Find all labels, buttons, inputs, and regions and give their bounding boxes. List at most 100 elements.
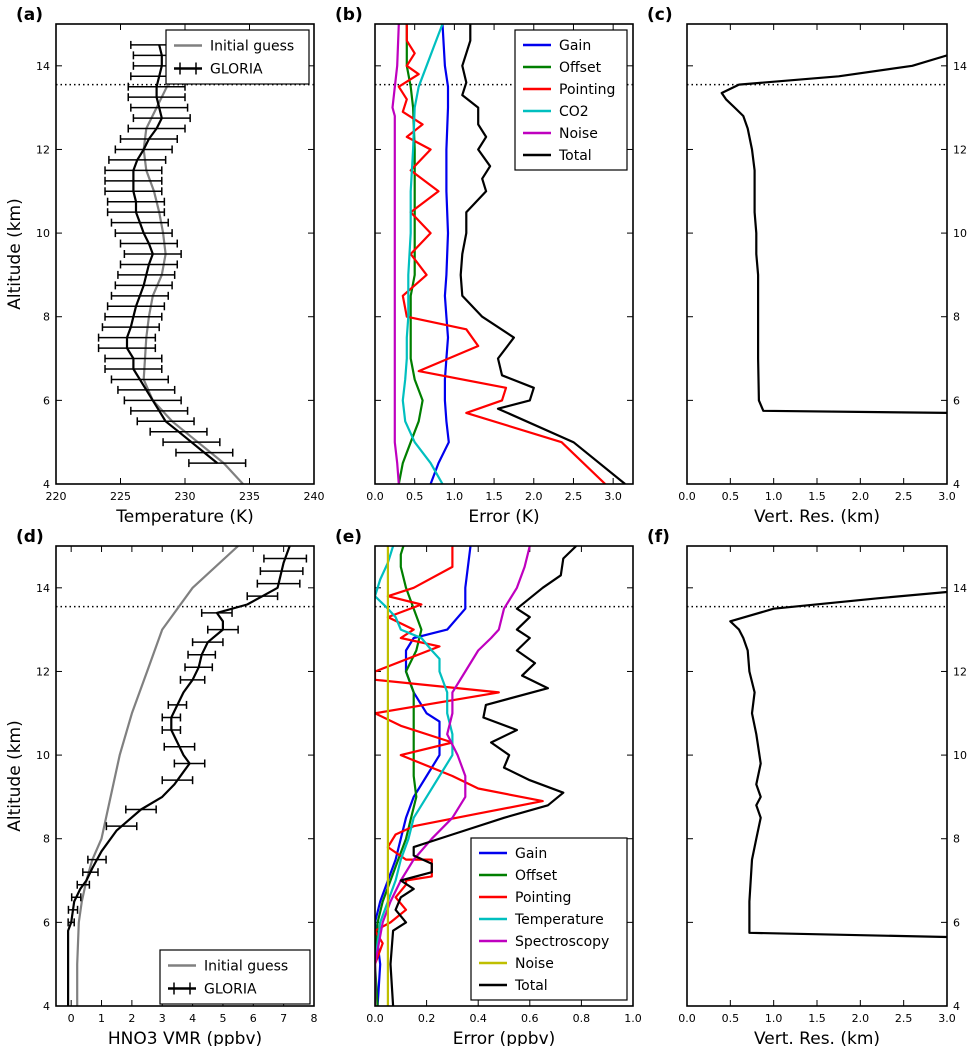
x-axis-label: HNO3 VMR (ppbv) bbox=[108, 1029, 262, 1046]
x-tick-label: 3.0 bbox=[938, 1012, 956, 1025]
x-tick-label: 1.0 bbox=[624, 1012, 642, 1025]
x-tick-label: 2.0 bbox=[852, 490, 870, 503]
x-tick-label: 0 bbox=[68, 1012, 75, 1025]
axes-frame bbox=[55, 23, 315, 485]
x-tick-label: 2.5 bbox=[565, 490, 583, 503]
x-tick-label: 2.0 bbox=[852, 1012, 870, 1025]
x-tick-label: 225 bbox=[110, 490, 131, 503]
panel-1: (b) 0.0 0.5 1.0 1.5 2.0 2.5 3.0 Error (K) Gain Off… bbox=[335, 5, 634, 527]
legend-label: Pointing bbox=[559, 82, 615, 98]
x-tick-label: 3.0 bbox=[604, 490, 622, 503]
plot-area bbox=[375, 546, 633, 1006]
legend-box bbox=[514, 29, 628, 171]
axes-frame bbox=[374, 545, 634, 1007]
y-tick-label: 12 bbox=[36, 143, 50, 156]
x-tick-label: 0.0 bbox=[678, 490, 696, 503]
y-tick-label: 10 bbox=[953, 227, 967, 240]
y-tick-label: 4 bbox=[953, 478, 960, 491]
x-tick-label: 0.0 bbox=[366, 490, 384, 503]
x-axis-label: Vert. Res. (km) bbox=[754, 1029, 880, 1046]
axes-frame bbox=[686, 545, 948, 1007]
x-tick-label: 2.5 bbox=[895, 1012, 913, 1025]
x-tick-label: 235 bbox=[239, 490, 260, 503]
x-tick-label: 1.5 bbox=[808, 490, 826, 503]
x-tick-label: 2 bbox=[128, 1012, 135, 1025]
axes-frame bbox=[55, 545, 315, 1007]
x-tick-label: 6 bbox=[250, 1012, 257, 1025]
series-line-noise bbox=[391, 24, 400, 484]
x-axis-label: Vert. Res. (km) bbox=[754, 507, 880, 527]
plot-area bbox=[687, 54, 947, 414]
legend: Gain Offset Pointing CO2 Noise Total bbox=[514, 29, 628, 171]
y-tick-label: 8 bbox=[43, 311, 50, 324]
y-tick-label: 10 bbox=[36, 227, 50, 240]
legend-box bbox=[159, 949, 311, 1005]
x-tick-label: 0.5 bbox=[722, 490, 740, 503]
y-tick-label: 12 bbox=[36, 665, 50, 678]
legend-label: Noise bbox=[559, 126, 598, 142]
x-tick-label: 0.2 bbox=[418, 1012, 436, 1025]
series-line-resolution bbox=[720, 54, 947, 414]
x-tick-label: 1 bbox=[98, 1012, 105, 1025]
x-tick-label: 0.6 bbox=[521, 1012, 539, 1025]
legend-label: Noise bbox=[515, 956, 554, 972]
legend-label: Spectroscopy bbox=[515, 934, 609, 950]
x-tick-label: 7 bbox=[280, 1012, 287, 1025]
y-tick-label: 4 bbox=[43, 478, 50, 491]
panel-label: (a) bbox=[16, 5, 43, 25]
x-tick-label: 1.0 bbox=[765, 490, 783, 503]
legend-label: Total bbox=[514, 978, 548, 994]
y-tick-label: 14 bbox=[36, 60, 50, 73]
x-tick-label: 0.5 bbox=[406, 490, 424, 503]
legend-label: GLORIA bbox=[210, 62, 263, 78]
series-line-gloria bbox=[66, 546, 291, 1006]
legend: Initial guess GLORIA bbox=[165, 29, 310, 85]
legend-label: Initial guess bbox=[204, 959, 288, 975]
y-tick-label: 10 bbox=[953, 749, 967, 762]
legend-label: Total bbox=[558, 148, 592, 164]
series-line-total bbox=[389, 546, 577, 1006]
plot-area bbox=[375, 24, 633, 484]
series-line-resolution bbox=[729, 590, 947, 939]
x-tick-label: 8 bbox=[311, 1012, 318, 1025]
x-tick-label: 1.0 bbox=[446, 490, 464, 503]
y-axis-label: Altitude (km) bbox=[5, 720, 25, 832]
y-tick-label: 6 bbox=[953, 394, 960, 407]
plot-area bbox=[56, 546, 314, 1006]
panel-0: (a) 220 225 230 235 240 4 6 8 10 12 14 Temperature (… bbox=[5, 5, 325, 527]
y-tick-label: 8 bbox=[953, 833, 960, 846]
legend-box bbox=[165, 29, 310, 85]
series-line-co2 bbox=[401, 24, 444, 484]
x-axis-label: Error (ppbv) bbox=[453, 1029, 556, 1046]
y-tick-label: 12 bbox=[953, 665, 967, 678]
series-line-offset bbox=[397, 24, 424, 484]
legend-label: Initial guess bbox=[210, 39, 294, 55]
x-tick-label: 2.0 bbox=[525, 490, 543, 503]
series-line-gain bbox=[375, 546, 472, 1006]
axes-frame bbox=[686, 23, 948, 485]
plot-area bbox=[687, 590, 947, 939]
panel-label: (c) bbox=[647, 5, 673, 25]
series-line-initial-guess bbox=[76, 546, 239, 1006]
x-tick-label: 5 bbox=[219, 1012, 226, 1025]
legend-label: Temperature bbox=[514, 912, 604, 928]
x-tick-label: 1.5 bbox=[808, 1012, 826, 1025]
y-tick-label: 4 bbox=[43, 1000, 50, 1013]
x-axis-label: Error (K) bbox=[468, 507, 539, 527]
x-tick-label: 1.0 bbox=[765, 1012, 783, 1025]
legend-label: GLORIA bbox=[204, 982, 257, 998]
x-tick-label: 0.0 bbox=[678, 1012, 696, 1025]
x-tick-label: 240 bbox=[304, 490, 325, 503]
series-line-total bbox=[459, 24, 626, 484]
y-axis-label: Altitude (km) bbox=[5, 198, 25, 310]
y-tick-label: 8 bbox=[43, 833, 50, 846]
y-tick-label: 12 bbox=[953, 143, 967, 156]
y-tick-label: 6 bbox=[43, 916, 50, 929]
x-tick-label: 0.0 bbox=[366, 1012, 384, 1025]
y-tick-label: 10 bbox=[36, 749, 50, 762]
series-line-gain bbox=[429, 24, 450, 484]
legend-label: Offset bbox=[515, 868, 558, 884]
legend: Gain Offset Pointing Temperature Spectroscop… bbox=[470, 837, 628, 1001]
